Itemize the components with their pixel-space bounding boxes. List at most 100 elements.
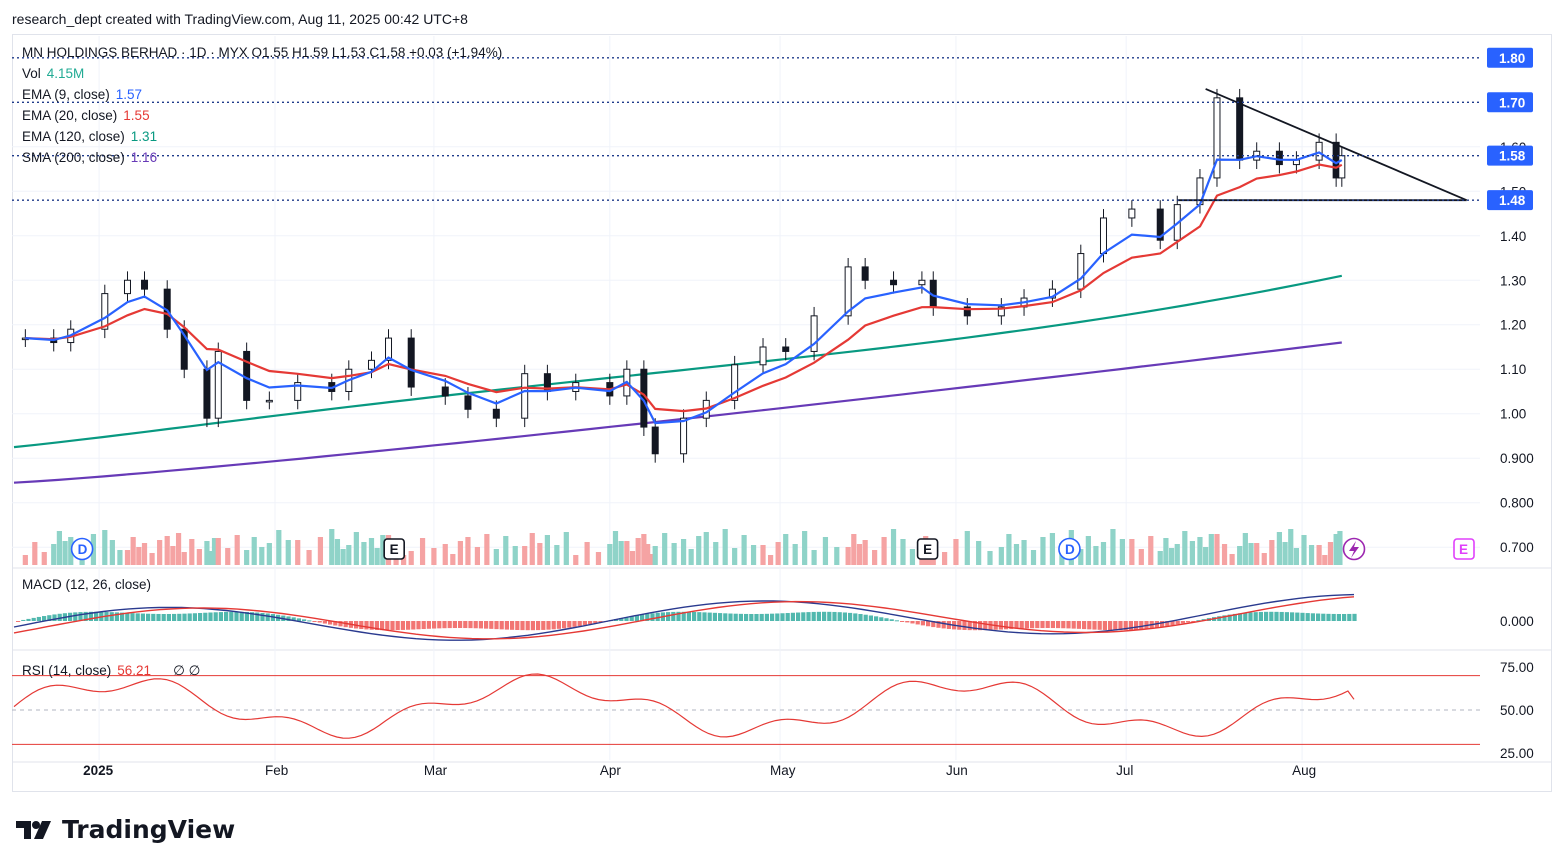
- volume-bar: [401, 555, 407, 565]
- rsi-legend[interactable]: RSI (14, close) 56.21 ∅ ∅: [22, 663, 200, 679]
- volume-bar: [1288, 529, 1294, 565]
- ema9-line: [25, 151, 1343, 425]
- time-axis-tick: Feb: [265, 763, 288, 778]
- ema20-legend[interactable]: EMA (20, close) 1.55: [22, 108, 150, 123]
- candle-body: [890, 279, 898, 286]
- volume-bar: [1157, 551, 1163, 565]
- macd-bar: [203, 612, 208, 621]
- volume-bar: [890, 529, 897, 565]
- macd-bar: [515, 621, 520, 630]
- volume-bar: [276, 530, 282, 565]
- volume-bar: [1182, 531, 1188, 565]
- macd-legend[interactable]: MACD (12, 26, close): [22, 577, 151, 592]
- price-axis-tick: 0.700: [1500, 540, 1534, 555]
- macd-bar: [442, 621, 447, 629]
- volume-bar: [340, 549, 346, 565]
- macd-bar: [905, 621, 910, 623]
- candle-body: [680, 417, 688, 455]
- sma200-legend[interactable]: SMA (200, close) 1.16: [22, 150, 157, 165]
- ema120-legend[interactable]: EMA (120, close) 1.31: [22, 129, 157, 144]
- macd-bar: [452, 621, 457, 629]
- macd-bar: [790, 612, 795, 621]
- volume-bar: [987, 551, 993, 565]
- macd-bar: [1274, 611, 1279, 621]
- volume-bar: [170, 546, 176, 565]
- macd-bar: [801, 612, 806, 621]
- volume-bar: [164, 536, 170, 565]
- macd-bar: [770, 613, 775, 621]
- macd-bar: [671, 611, 676, 621]
- macd-bar: [998, 621, 1003, 630]
- volume-bar: [1006, 534, 1012, 565]
- macd-bar: [1279, 611, 1284, 621]
- macd-bar: [473, 621, 478, 629]
- macd-bar: [1186, 621, 1191, 623]
- volume-bar: [285, 540, 291, 565]
- volume-bar: [493, 549, 499, 565]
- macd-bar: [94, 611, 99, 621]
- time-axis-tick: Apr: [600, 763, 622, 778]
- volume-bar: [811, 550, 817, 565]
- volume-bar: [563, 532, 569, 565]
- volume-legend[interactable]: Vol 4.15M: [22, 66, 84, 81]
- tradingview-logo[interactable]: TradingView: [16, 815, 235, 844]
- macd-bar: [832, 611, 837, 621]
- macd-bar: [983, 621, 988, 631]
- sma200-label: SMA (200, close): [22, 150, 125, 165]
- chart-frame[interactable]: [12, 34, 1552, 792]
- macd-bar: [1243, 612, 1248, 621]
- macd-bar: [655, 612, 660, 621]
- macd-bar: [172, 613, 177, 621]
- volume-bar: [964, 531, 970, 565]
- candle-body: [731, 364, 739, 401]
- macd-bar: [1050, 621, 1055, 629]
- volume-bar: [259, 547, 265, 565]
- macd-bar: [83, 611, 88, 621]
- macd-bar: [863, 614, 868, 621]
- macd-bar: [562, 621, 567, 629]
- macd-bar: [250, 612, 255, 621]
- ema9-value: 1.57: [115, 87, 143, 102]
- macd-bar: [458, 621, 463, 629]
- volume-bar: [1129, 539, 1135, 565]
- volume-bar: [953, 539, 959, 565]
- rsi-extra: ∅ ∅: [173, 663, 201, 678]
- volume-bar: [353, 532, 359, 565]
- ema120-line: [13, 274, 1343, 449]
- ema9-legend[interactable]: EMA (9, close) 1.57: [22, 87, 142, 102]
- volume-bar: [102, 530, 108, 565]
- volume-bar: [554, 545, 560, 565]
- candle-body: [141, 279, 149, 290]
- volume-bar: [648, 554, 655, 565]
- macd-bar: [676, 611, 681, 621]
- volume-bar: [732, 548, 738, 565]
- volume-bar: [306, 550, 312, 565]
- macd-bar: [463, 621, 468, 629]
- macd-bar: [109, 612, 114, 621]
- volume-bar: [68, 537, 74, 565]
- macd-bar: [744, 613, 749, 621]
- volume-bar: [124, 550, 131, 565]
- time-axis-tick: Aug: [1292, 763, 1316, 778]
- volume-bar: [845, 547, 851, 565]
- candle-body: [1213, 97, 1221, 179]
- macd-bar: [57, 613, 62, 621]
- dividend-marker-icon: [70, 537, 94, 561]
- volume-bar: [211, 538, 218, 565]
- macd-bar: [593, 621, 598, 624]
- ema20-line: [25, 163, 1343, 413]
- volume-bar: [1237, 546, 1243, 565]
- symbol-legend[interactable]: MN HOLDINGS BERHAD · 1D · MYX O1.55 H1.5…: [22, 45, 502, 60]
- macd-bar: [52, 614, 57, 621]
- volume-label: Vol: [22, 66, 41, 81]
- macd-bar: [634, 615, 639, 621]
- volume-bar: [109, 540, 115, 565]
- macd-bar: [827, 611, 832, 621]
- macd-bar: [140, 613, 145, 621]
- future-earnings-label: E: [1459, 542, 1468, 557]
- macd-bar: [1305, 613, 1310, 621]
- macd-bar: [577, 621, 582, 627]
- candle-body: [861, 266, 869, 281]
- tradingview-logo-text: TradingView: [62, 815, 236, 844]
